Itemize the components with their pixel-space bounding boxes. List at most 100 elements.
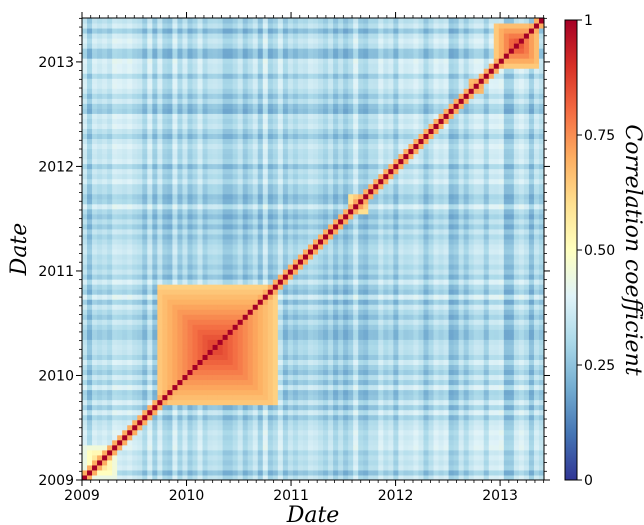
heatmap-cell [192, 429, 198, 436]
heatmap-cell [122, 384, 128, 391]
heatmap-cell [207, 474, 214, 480]
heatmap-cell [493, 259, 500, 265]
heatmap-cell [92, 359, 98, 365]
heatmap-cell [287, 414, 294, 421]
heatmap-cell [297, 329, 304, 335]
heatmap-cell [483, 243, 490, 250]
heatmap-cell [267, 329, 274, 335]
heatmap-cell [443, 454, 450, 461]
heatmap-cell [463, 449, 470, 456]
heatmap-cell [237, 223, 244, 230]
heatmap-cell [473, 339, 480, 345]
heatmap-cell [82, 414, 88, 421]
heatmap-cell [182, 349, 188, 355]
heatmap-cell [433, 449, 440, 456]
heatmap-cell [503, 344, 510, 350]
heatmap-cell [257, 374, 264, 381]
heatmap-cell [378, 379, 384, 386]
heatmap-cell [127, 344, 133, 350]
heatmap-cell [122, 243, 128, 250]
heatmap-cell [338, 309, 344, 315]
heatmap-cell [212, 439, 219, 446]
heatmap-cell [358, 213, 364, 220]
heatmap-cell [373, 464, 379, 471]
heatmap-cell [227, 474, 234, 480]
heatmap-cell [363, 233, 369, 240]
heatmap-cell [97, 299, 103, 305]
heatmap-cell [538, 404, 544, 411]
heatmap-cell [232, 233, 239, 240]
heatmap-cell [222, 319, 229, 325]
heatmap-cell [513, 384, 520, 391]
heatmap-cell [297, 339, 304, 345]
heatmap-cell [227, 284, 234, 290]
heatmap-cell [383, 384, 389, 391]
heatmap-cell [518, 389, 525, 396]
heatmap-cell [378, 299, 384, 305]
heatmap-cell [333, 394, 339, 401]
heatmap-cell [237, 299, 244, 305]
heatmap-cell [318, 379, 324, 386]
heatmap-cell [142, 254, 148, 260]
heatmap-cell [513, 419, 520, 426]
heatmap-cell [333, 254, 339, 260]
heatmap-cell [493, 464, 500, 471]
heatmap-cell [102, 404, 108, 411]
heatmap-cell [222, 228, 229, 235]
heatmap-cell [513, 449, 520, 456]
heatmap-cell [137, 294, 143, 300]
heatmap-cell [378, 269, 384, 275]
heatmap-cell [172, 409, 178, 416]
heatmap-cell [107, 409, 113, 416]
heatmap-cell [323, 223, 329, 230]
heatmap-cell [197, 223, 204, 230]
heatmap-cell [378, 399, 384, 406]
heatmap-cell [177, 243, 183, 250]
heatmap-cell [242, 349, 249, 355]
heatmap-cell [252, 299, 259, 305]
heatmap-cell [353, 474, 359, 480]
heatmap-cell [433, 349, 440, 355]
heatmap-cell [197, 334, 204, 340]
heatmap-cell [112, 243, 118, 250]
heatmap-cell [277, 474, 284, 480]
heatmap-cell [378, 474, 384, 480]
heatmap-cell [242, 404, 249, 411]
heatmap-cell [232, 404, 239, 411]
heatmap-cell [187, 304, 193, 310]
heatmap-cell [122, 279, 128, 285]
heatmap-cell [277, 389, 284, 396]
heatmap-cell [318, 359, 324, 365]
heatmap-cell [488, 284, 495, 290]
heatmap-cell [247, 474, 254, 480]
heatmap-cell [137, 218, 143, 225]
heatmap-cell [458, 369, 465, 376]
heatmap-cell [127, 444, 133, 451]
heatmap-cell [458, 208, 465, 215]
heatmap-cell [132, 238, 138, 245]
heatmap-cell [247, 404, 254, 411]
heatmap-cell [393, 379, 399, 386]
heatmap-cell [237, 284, 244, 290]
heatmap-cell [403, 269, 409, 275]
heatmap-cell [358, 238, 364, 245]
heatmap-cell [197, 284, 204, 290]
heatmap-cell [117, 424, 123, 431]
heatmap-cell [403, 469, 409, 476]
heatmap-cell [443, 314, 450, 320]
heatmap-cell [408, 364, 414, 371]
heatmap-cell [503, 304, 510, 310]
heatmap-cell [207, 454, 214, 461]
heatmap-cell [292, 359, 299, 365]
heatmap-cell [418, 289, 424, 295]
heatmap-cell [282, 389, 289, 396]
heatmap-cell [162, 299, 168, 305]
heatmap-cell [488, 459, 495, 466]
heatmap-cell [328, 309, 334, 315]
heatmap-cell [287, 254, 294, 260]
heatmap-cell [453, 404, 460, 411]
heatmap-cell [383, 254, 389, 260]
heatmap-cell [292, 459, 299, 466]
heatmap-cell [368, 254, 374, 260]
heatmap-cell [333, 299, 339, 305]
